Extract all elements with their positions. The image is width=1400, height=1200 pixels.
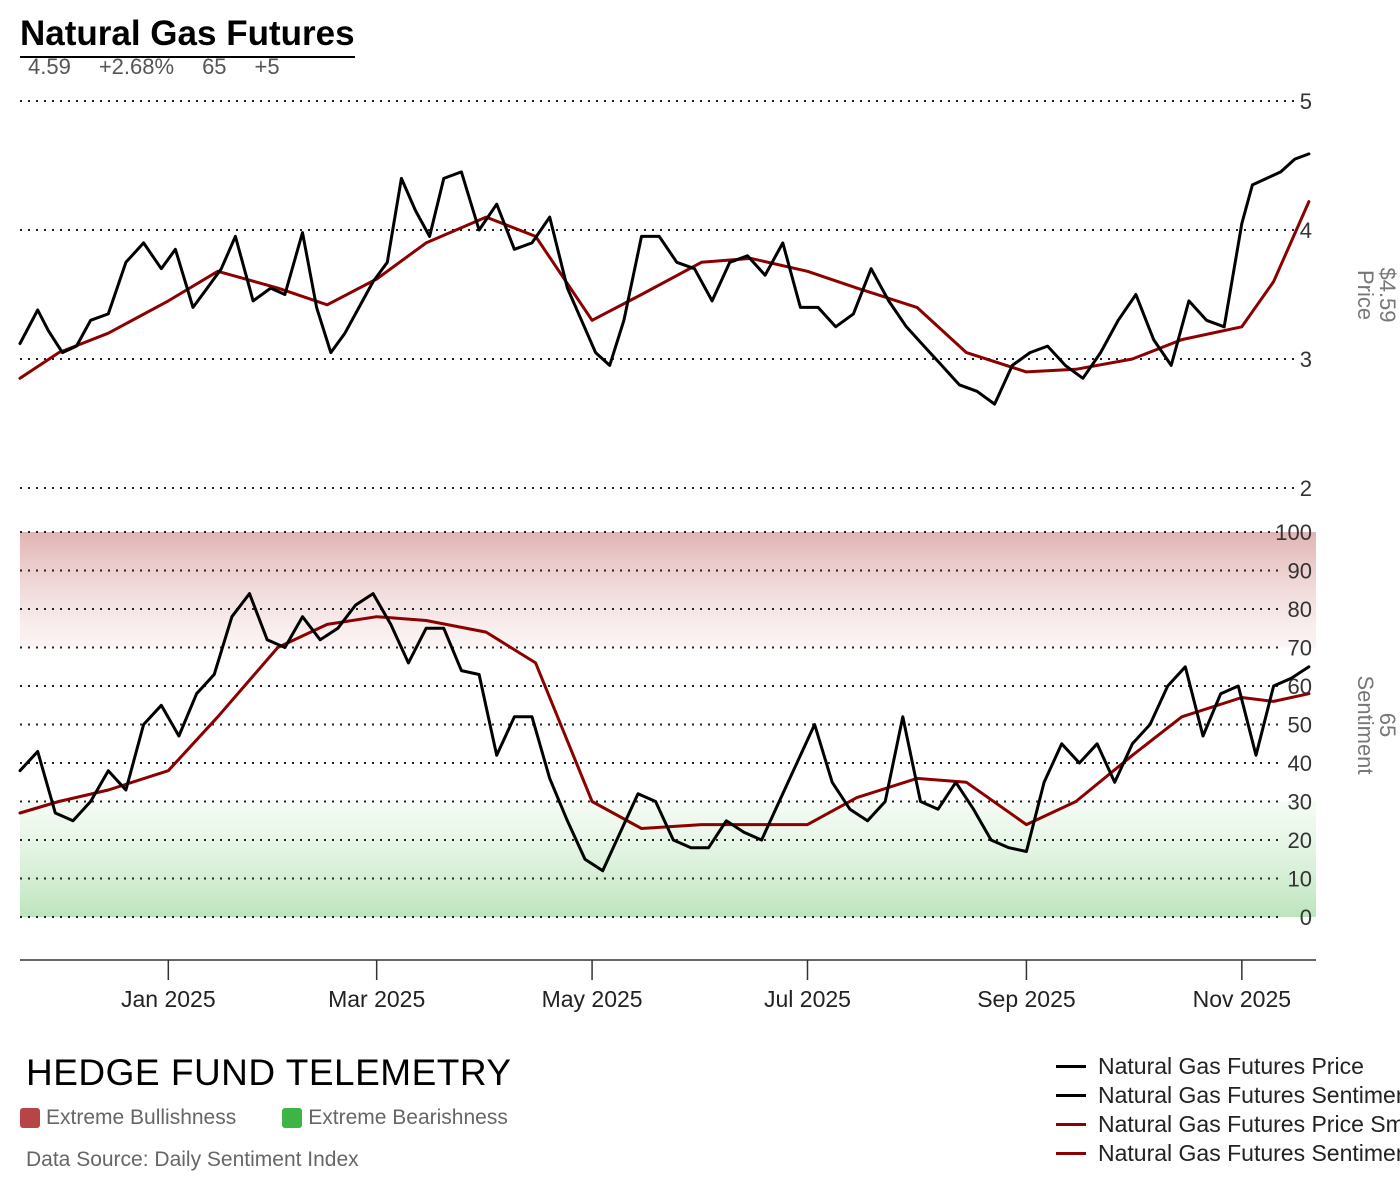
zone-legend-bearish: Extreme Bearishness	[282, 1106, 508, 1130]
legend-label-sentiment: Natural Gas Futures Sentiment	[1098, 1082, 1400, 1108]
x-tick-label: Nov 2025	[1193, 986, 1291, 1012]
legend-item-price[interactable]: Natural Gas Futures Price	[1056, 1052, 1400, 1081]
zone-legend-bearish-label: Extreme Bearishness	[308, 1106, 508, 1129]
chart-title: Natural Gas Futures	[20, 14, 355, 58]
legend-item-sentiment[interactable]: Natural Gas Futures Sentiment	[1056, 1081, 1400, 1110]
sentiment-tick-label: 30	[1288, 790, 1312, 815]
zone-legend-bullish-label: Extreme Bullishness	[46, 1106, 237, 1129]
price-axis-title: Price$4.59	[1353, 267, 1400, 322]
zone-legend-bullish: Extreme Bullishness	[20, 1106, 236, 1130]
stat-sentiment: 65	[202, 54, 227, 79]
chart-canvas: 23450102030405060708090100Price$4.59Sent…	[18, 89, 1400, 1012]
sentiment-line	[18, 592, 1311, 873]
sentiment-tick-label: 20	[1288, 828, 1312, 853]
series-legend: Natural Gas Futures Price Natural Gas Fu…	[1056, 1052, 1400, 1168]
bearish-swatch	[282, 1108, 303, 1128]
stat-price: 4.59	[28, 54, 71, 79]
price-axis-title-line: Price	[1353, 270, 1378, 320]
sentiment-axis-title-line: Sentiment	[1353, 675, 1378, 774]
legend-line-price-smoothed	[1056, 1123, 1086, 1126]
legend-item-sentiment-smoothed[interactable]: Natural Gas Futures Sentiment Smoothed	[1056, 1139, 1400, 1168]
price-tick-label: 3	[1300, 347, 1312, 372]
legend-item-price-smoothed[interactable]: Natural Gas Futures Price Smoothed	[1056, 1110, 1400, 1139]
sentiment-tick-label: 50	[1288, 713, 1312, 738]
price-tick-label: 4	[1300, 218, 1312, 243]
bullish-swatch	[20, 1108, 40, 1128]
x-tick-label: Jan 2025	[121, 986, 216, 1012]
sentiment-tick-label: 0	[1300, 905, 1312, 930]
x-tick-label: May 2025	[542, 986, 643, 1012]
x-tick-label: Mar 2025	[328, 986, 425, 1012]
sentiment-axis-title-line: 65	[1375, 713, 1400, 737]
zone-legend: Extreme Bullishness Extreme Bearishness	[20, 1106, 508, 1130]
price-tick-label: 2	[1300, 476, 1312, 501]
sentiment-tick-label: 100	[1275, 520, 1312, 545]
legend-label-price-smoothed: Natural Gas Futures Price Smoothed	[1098, 1111, 1400, 1137]
x-tick-label: Jul 2025	[764, 986, 851, 1012]
sentiment-tick-label: 80	[1288, 597, 1312, 622]
sentiment-tick-label: 90	[1288, 559, 1312, 584]
sentiment-tick-label: 70	[1288, 636, 1312, 661]
legend-label-price: Natural Gas Futures Price	[1098, 1053, 1364, 1079]
stats-row: 4.59 +2.68% 65 +5	[28, 54, 280, 80]
bullish-zone	[20, 532, 1316, 648]
sentiment-tick-label: 40	[1288, 751, 1312, 776]
legend-label-sentiment-smoothed: Natural Gas Futures Sentiment Smoothed	[1098, 1140, 1400, 1166]
legend-line-sentiment	[1056, 1094, 1086, 1097]
bearish-zone	[20, 801, 1316, 917]
sentiment-tick-label: 10	[1288, 867, 1312, 892]
x-tick-label: Sep 2025	[977, 986, 1075, 1012]
brand-name: HEDGE FUND TELEMETRY	[26, 1052, 512, 1093]
stat-sentiment-change: +5	[254, 54, 280, 79]
price-tick-label: 5	[1300, 89, 1312, 114]
legend-line-sentiment-smoothed	[1056, 1152, 1086, 1155]
price-smoothed-line	[18, 200, 1311, 380]
data-source: Data Source: Daily Sentiment Index	[26, 1148, 359, 1171]
legend-line-price	[1056, 1065, 1086, 1068]
price-line	[18, 152, 1311, 406]
price-axis-title-line: $4.59	[1375, 267, 1400, 322]
stat-change: +2.68%	[98, 54, 175, 79]
